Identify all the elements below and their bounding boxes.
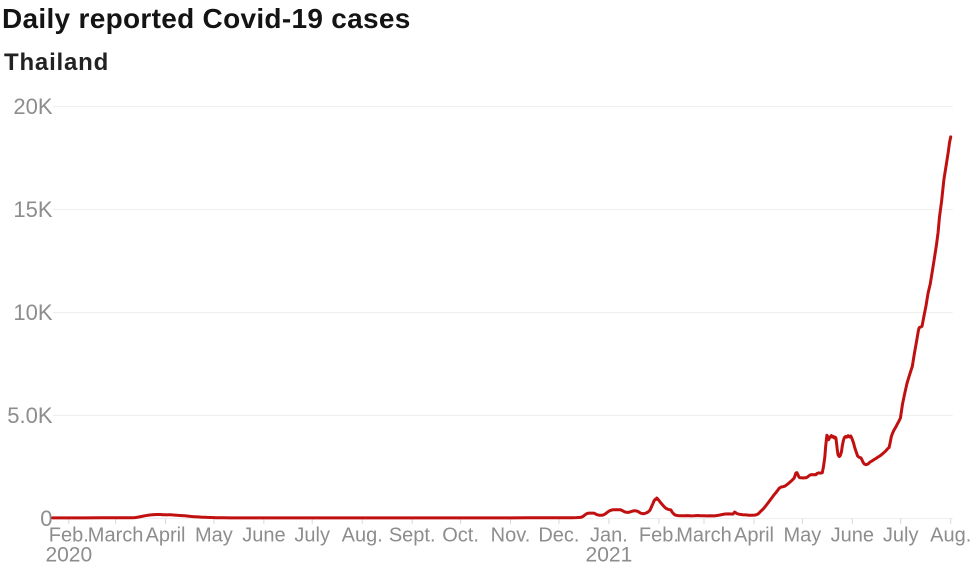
svg-text:Aug.: Aug.	[930, 525, 971, 547]
svg-text:Sept.: Sept.	[389, 525, 436, 547]
svg-text:July: July	[294, 525, 330, 547]
svg-text:June: June	[242, 525, 285, 547]
svg-text:Aug.: Aug.	[342, 525, 383, 547]
svg-text:June: June	[831, 525, 874, 547]
svg-text:Feb.: Feb.	[49, 525, 89, 547]
svg-text:March: March	[88, 525, 144, 547]
svg-text:Nov.: Nov.	[491, 525, 531, 547]
svg-text:May: May	[195, 525, 233, 547]
svg-text:2020: 2020	[45, 544, 92, 567]
svg-text:0: 0	[40, 506, 52, 531]
svg-text:April: April	[145, 525, 185, 547]
svg-text:Feb.: Feb.	[639, 525, 679, 547]
svg-text:April: April	[734, 525, 774, 547]
svg-text:Oct.: Oct.	[442, 525, 479, 547]
svg-text:15K: 15K	[13, 197, 52, 222]
svg-text:July: July	[883, 525, 919, 547]
svg-text:2021: 2021	[586, 544, 633, 567]
svg-text:10K: 10K	[13, 300, 52, 325]
svg-text:Jan.: Jan.	[590, 525, 628, 547]
svg-text:Dec.: Dec.	[538, 525, 579, 547]
svg-text:March: March	[676, 525, 732, 547]
svg-text:20K: 20K	[13, 94, 52, 119]
svg-text:5.0K: 5.0K	[7, 403, 53, 428]
svg-text:May: May	[784, 525, 822, 547]
